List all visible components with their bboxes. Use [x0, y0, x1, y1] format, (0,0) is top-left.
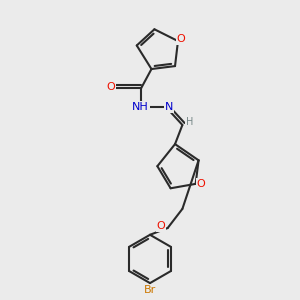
Text: H: H — [186, 117, 194, 127]
Text: O: O — [176, 34, 185, 44]
Text: Br: Br — [144, 285, 156, 296]
Text: O: O — [196, 179, 205, 189]
Text: O: O — [157, 221, 166, 231]
Text: N: N — [165, 102, 173, 112]
Text: NH: NH — [132, 102, 149, 112]
Text: O: O — [106, 82, 115, 92]
